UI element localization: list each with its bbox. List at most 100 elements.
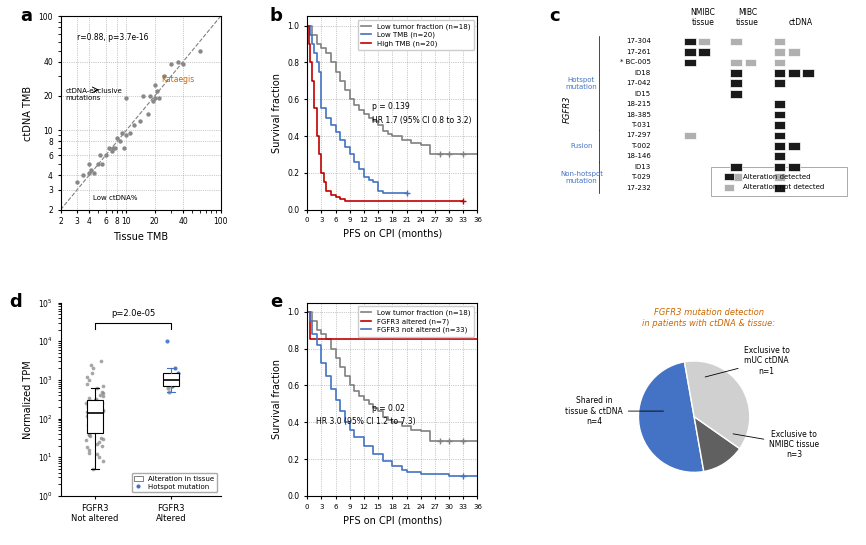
Point — [70, 178, 84, 186]
Bar — [684, 48, 695, 56]
Point — [80, 411, 94, 420]
Text: FGFR3: FGFR3 — [563, 95, 572, 123]
Low TMB (n=20) — [354, 166, 365, 172]
Text: 17-232: 17-232 — [626, 185, 650, 191]
Low TMB (n=20) — [387, 190, 397, 196]
Low tumor fraction (n=18) — [373, 122, 384, 128]
Point — [120, 131, 133, 140]
Low TMB (n=20) — [331, 129, 341, 136]
Point — [127, 121, 141, 130]
High TMB (n=20) — [335, 196, 346, 202]
Point — [82, 160, 96, 169]
Point — [91, 397, 105, 405]
FGFR3 not altered (n=33) — [304, 318, 314, 324]
Low tumor fraction (n=18) — [316, 331, 326, 337]
Point — [90, 413, 104, 421]
Point — [94, 441, 108, 450]
Wedge shape — [695, 417, 740, 471]
High TMB (n=20) — [326, 192, 336, 198]
Low TMB (n=20) — [391, 190, 402, 196]
Legend: Alteration in tissue, Hotspot mutation: Alteration in tissue, Hotspot mutation — [132, 473, 217, 493]
Low tumor fraction (n=18) — [397, 423, 407, 429]
Line: High TMB (n=20): High TMB (n=20) — [307, 26, 463, 201]
Text: ctDNA-exclusive
mutations: ctDNA-exclusive mutations — [66, 88, 122, 100]
Point — [84, 403, 98, 412]
Point — [76, 171, 90, 180]
Low TMB (n=20) — [349, 159, 359, 165]
Low tumor fraction (n=18) — [368, 404, 378, 411]
Point — [80, 399, 94, 408]
Bar — [788, 163, 799, 171]
FGFR3 not altered (n=33) — [368, 450, 378, 457]
Point — [84, 165, 98, 174]
Point — [88, 414, 102, 423]
High TMB (n=20) — [319, 179, 329, 185]
Point — [144, 92, 158, 100]
High TMB (n=20) — [303, 41, 313, 47]
FGFR3 not altered (n=33) — [312, 342, 322, 348]
High TMB (n=20) — [339, 197, 350, 204]
Point — [115, 129, 129, 137]
Text: p=2.0e-05: p=2.0e-05 — [111, 310, 155, 318]
Point — [82, 415, 96, 424]
Low tumor fraction (n=18) — [435, 438, 445, 444]
Low tumor fraction (n=18) — [373, 408, 384, 415]
Point — [95, 382, 109, 390]
Low tumor fraction (n=18) — [321, 336, 332, 343]
Point — [162, 387, 176, 396]
Bar — [773, 121, 785, 129]
Point — [118, 143, 132, 152]
Text: 17-304: 17-304 — [626, 39, 650, 45]
Text: Kataegis: Kataegis — [161, 75, 195, 84]
Low tumor fraction (n=18) — [397, 136, 407, 143]
Point — [82, 431, 96, 439]
Low tumor fraction (n=18) — [345, 382, 355, 389]
Text: c: c — [550, 7, 560, 25]
Text: 17-297: 17-297 — [626, 132, 650, 138]
Low TMB (n=20) — [345, 151, 355, 158]
Low tumor fraction (n=18) — [307, 318, 317, 324]
Text: 17-261: 17-261 — [626, 49, 650, 55]
Text: r=0.88, p=3.7e-16: r=0.88, p=3.7e-16 — [76, 33, 148, 41]
Point — [93, 391, 107, 399]
Point — [87, 401, 100, 410]
Line: FGFR3 not altered (n=33): FGFR3 not altered (n=33) — [307, 312, 477, 476]
Bar — [773, 80, 785, 87]
Bar — [773, 111, 785, 118]
Point — [92, 438, 106, 446]
High TMB (n=20) — [313, 151, 324, 158]
Point — [157, 71, 171, 80]
FGFR3 not altered (n=33) — [430, 470, 440, 477]
Point — [171, 57, 184, 66]
High TMB (n=20) — [312, 133, 322, 140]
Low TMB (n=20) — [313, 68, 324, 75]
PathPatch shape — [163, 373, 179, 386]
Low TMB (n=20) — [302, 22, 313, 29]
Text: b: b — [269, 7, 282, 25]
Low TMB (n=20) — [359, 173, 369, 180]
Text: ctDNA: ctDNA — [789, 18, 813, 27]
Point — [107, 143, 121, 152]
High TMB (n=20) — [316, 169, 326, 176]
Low tumor fraction (n=18) — [335, 77, 346, 84]
Text: HR 3.0 (95% CI 1.2 to 7.3): HR 3.0 (95% CI 1.2 to 7.3) — [316, 417, 416, 426]
Low tumor fraction (n=18) — [307, 32, 317, 38]
Bar — [730, 38, 742, 45]
Wedge shape — [638, 362, 704, 473]
Y-axis label: Normalized TPM: Normalized TPM — [23, 360, 33, 439]
Low tumor fraction (n=18) — [383, 131, 393, 137]
Bar — [724, 173, 734, 180]
Point — [123, 129, 137, 137]
Low tumor fraction (n=18) — [326, 346, 336, 352]
High TMB (n=20) — [321, 188, 332, 195]
Text: 18-385: 18-385 — [626, 112, 650, 118]
Low tumor fraction (n=18) — [458, 151, 469, 158]
Bar — [803, 69, 814, 77]
Low tumor fraction (n=18) — [349, 387, 359, 394]
Point — [113, 137, 126, 146]
Low tumor fraction (n=18) — [453, 151, 463, 158]
Legend: Low tumor fraction (n=18), Low TMB (n=20), High TMB (n=20): Low tumor fraction (n=18), Low TMB (n=20… — [358, 20, 474, 51]
Text: ID13: ID13 — [635, 164, 650, 170]
Point — [96, 434, 110, 443]
Point — [84, 428, 98, 437]
